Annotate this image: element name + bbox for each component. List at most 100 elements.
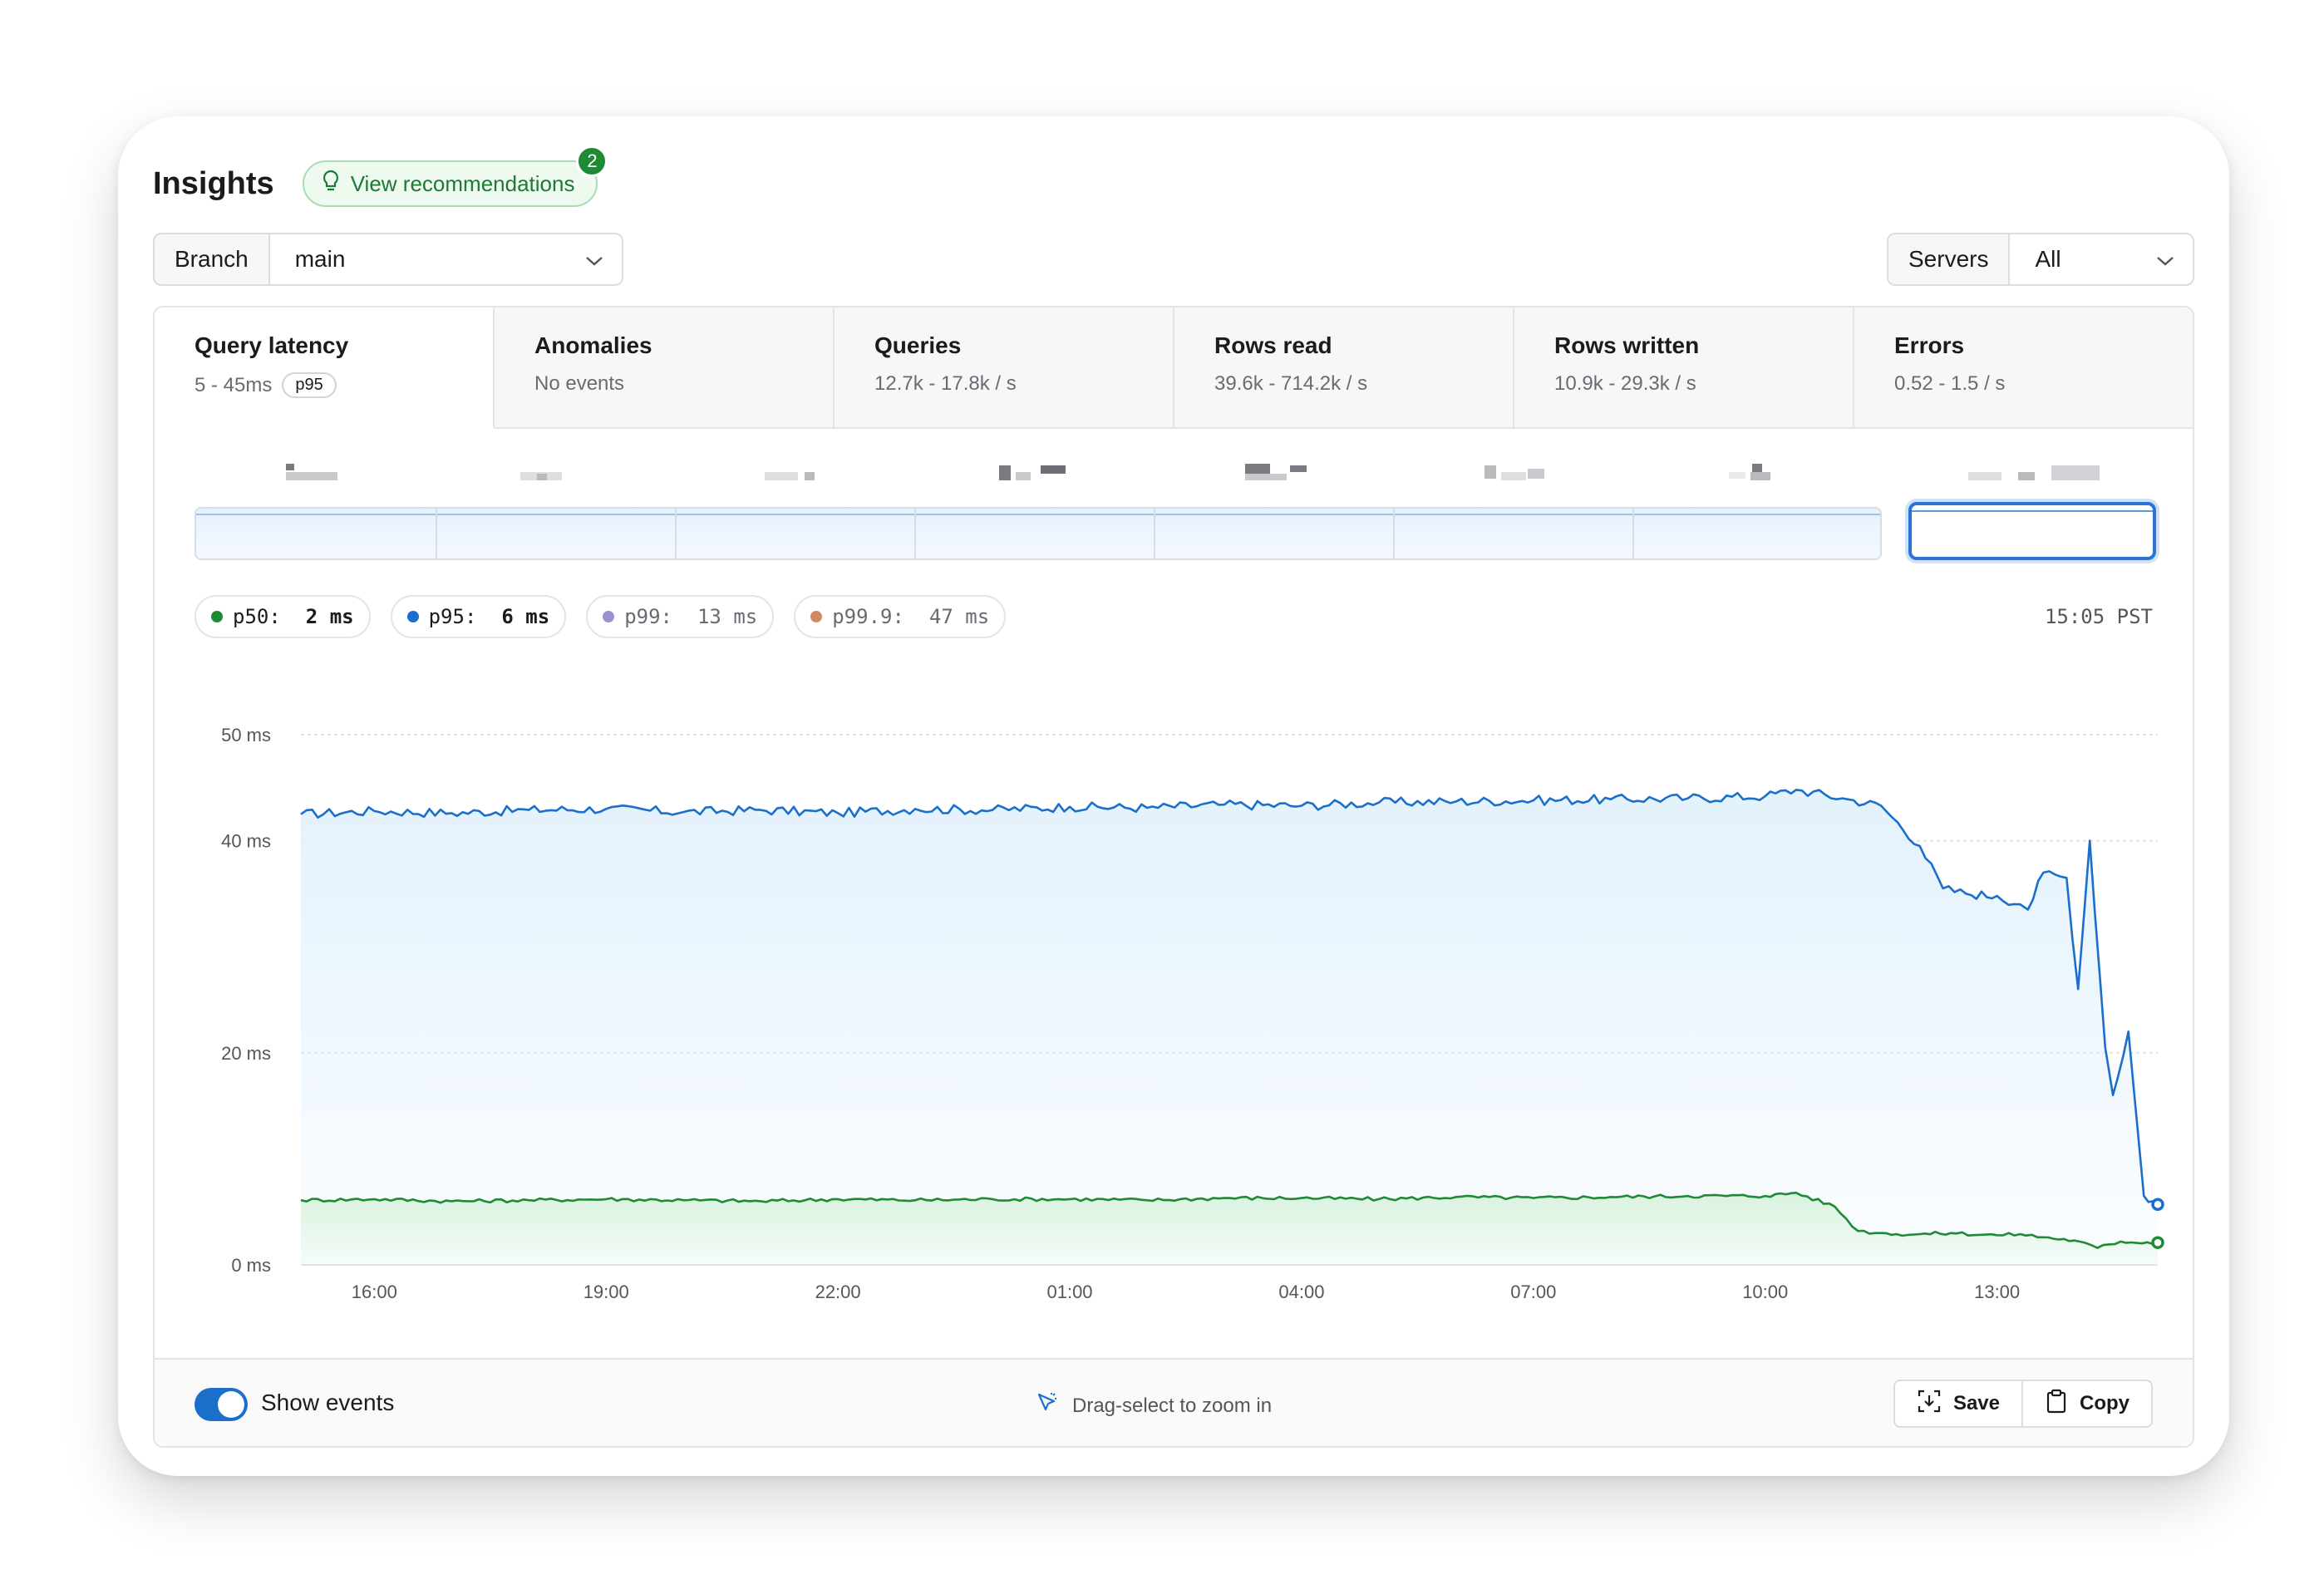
save-label: Save — [1952, 1392, 2000, 1414]
tab-subtitle: No events — [534, 372, 625, 395]
tab-errors[interactable]: Errors 0.52 - 1.5 / s — [1854, 307, 2193, 429]
series-line-p95 — [300, 789, 2159, 1206]
x-tick-label: 19:00 — [583, 1281, 629, 1302]
show-events-toggle[interactable] — [194, 1388, 248, 1421]
tab-anomalies[interactable]: Anomalies No events — [495, 307, 835, 429]
tab-subtitle: 5 - 45ms — [194, 373, 273, 396]
chevron-down-icon — [2156, 246, 2174, 273]
minimap-track[interactable] — [194, 507, 1882, 560]
minimap-label-blurred — [999, 464, 1069, 480]
tab-title: Rows read — [1214, 332, 1332, 358]
zoom-hint: Drag-select to zoom in — [1036, 1391, 1272, 1420]
y-tick-label: 0 ms — [231, 1255, 271, 1276]
minimap-divider — [1393, 509, 1395, 558]
tab-subtitle: 0.52 - 1.5 / s — [1894, 372, 2006, 395]
minimap-label-blurred — [1968, 464, 2101, 480]
tab-title: Anomalies — [534, 332, 652, 358]
x-tick-label: 16:00 — [352, 1281, 397, 1302]
current-time-readout: 15:05 PST — [2044, 605, 2153, 628]
save-button[interactable]: Save — [1895, 1381, 2021, 1426]
toggle-knob — [218, 1391, 244, 1418]
tab-query-latency[interactable]: Query latency 5 - 45ms p95 — [155, 307, 495, 429]
percentile-pill[interactable]: p95 — [282, 372, 337, 398]
minimap-divider — [436, 509, 437, 558]
x-tick-label: 04:00 — [1278, 1281, 1324, 1302]
metric-tabs: Query latency 5 - 45ms p95 Anomalies No … — [155, 307, 2193, 429]
tab-rows-read[interactable]: Rows read 39.6k - 714.2k / s — [1174, 307, 1514, 429]
save-image-icon — [1917, 1389, 1942, 1419]
chart-footer: Show events Drag-select to zoom in — [155, 1358, 2193, 1446]
x-tick-label: 07:00 — [1510, 1281, 1556, 1302]
series-line-p50 — [300, 1191, 2159, 1249]
minimap-label-blurred — [1729, 464, 1775, 480]
latency-chart[interactable]: 0 ms 20 ms 40 ms 50 ms 16:00 19:00 22:00 01:00 0… — [155, 307, 2194, 1448]
x-tick-label: 10:00 — [1742, 1281, 1788, 1302]
tab-rows-written[interactable]: Rows written 10.9k - 29.3k / s — [1514, 307, 1854, 429]
minimap-divider — [1154, 509, 1155, 558]
minimap-divider — [914, 509, 916, 558]
tab-title: Queries — [874, 332, 962, 358]
copy-button[interactable]: Copy — [2021, 1381, 2151, 1426]
legend-value: 13 ms — [697, 605, 758, 628]
series-endpoint-p95 — [2151, 1198, 2164, 1212]
cursor-select-icon — [1036, 1391, 1059, 1420]
servers-select-value-wrap[interactable]: All — [2010, 234, 2193, 284]
legend-dot — [406, 611, 419, 622]
tab-title: Rows written — [1554, 332, 1700, 358]
export-buttons: Save Copy — [1893, 1380, 2153, 1428]
legend-dot — [603, 611, 615, 622]
minimap-label-blurred — [286, 464, 339, 480]
x-tick-label: 01:00 — [1046, 1281, 1092, 1302]
legend-value: 2 ms — [305, 605, 354, 628]
legend-p50[interactable]: p50: 2 ms — [194, 595, 371, 638]
timeline-minimap[interactable] — [194, 457, 2158, 567]
legend-value: 6 ms — [501, 605, 550, 628]
minimap-series-line — [1912, 510, 2153, 512]
minimap-label-blurred — [520, 464, 564, 480]
view-recommendations-label: View recommendations — [350, 170, 575, 196]
legend-name: p95: — [428, 605, 477, 628]
legend-name: p99.9: — [832, 605, 904, 628]
tab-subtitle-wrap: 5 - 45ms p95 — [194, 372, 453, 398]
series-area-p50 — [301, 1193, 2158, 1265]
lightbulb-icon — [321, 170, 341, 199]
y-tick-label: 50 ms — [221, 725, 271, 745]
minimap-label-blurred — [1245, 464, 1308, 480]
page-title: Insights — [153, 165, 274, 201]
metrics-panel: Query latency 5 - 45ms p95 Anomalies No … — [153, 306, 2194, 1448]
show-events-label: Show events — [261, 1390, 395, 1415]
servers-select[interactable]: Servers All — [1887, 233, 2194, 286]
tab-queries[interactable]: Queries 12.7k - 17.8k / s — [835, 307, 1174, 429]
copy-label: Copy — [2080, 1392, 2130, 1414]
y-tick-label: 40 ms — [221, 831, 271, 852]
series-area-p95 — [301, 790, 2158, 1265]
legend-p99[interactable]: p99: 13 ms — [586, 595, 775, 638]
legend-value: 47 ms — [928, 605, 990, 628]
branch-select-value: main — [294, 246, 346, 272]
legend-name: p99: — [624, 605, 672, 628]
branch-select[interactable]: Branch main — [153, 233, 623, 286]
branch-select-label: Branch — [155, 234, 270, 284]
view-recommendations-button[interactable]: View recommendations 2 — [302, 145, 608, 207]
series-legend: p50: 2 ms p95: 6 ms p99: 13 ms p99.9: 47… — [194, 595, 1007, 638]
minimap-selection-handle[interactable] — [1908, 502, 2156, 560]
minimap-series-line — [196, 514, 1880, 515]
servers-select-label: Servers — [1888, 234, 2011, 284]
tab-subtitle: 39.6k - 714.2k / s — [1214, 372, 1368, 395]
header: Insights View recommendations 2 — [153, 145, 608, 221]
series-endpoint-p50 — [2151, 1236, 2164, 1249]
tab-subtitle: 12.7k - 17.8k / s — [874, 372, 1017, 395]
legend-dot — [810, 611, 823, 622]
tab-subtitle: 10.9k - 29.3k / s — [1554, 372, 1696, 395]
legend-p95[interactable]: p95: 6 ms — [390, 595, 567, 638]
branch-select-value-wrap[interactable]: main — [270, 234, 622, 284]
x-tick-label: 13:00 — [1974, 1281, 2020, 1302]
clipboard-icon — [2045, 1389, 2068, 1419]
y-tick-label: 20 ms — [221, 1043, 271, 1064]
zoom-hint-text: Drag-select to zoom in — [1072, 1394, 1273, 1417]
legend-p99-9[interactable]: p99.9: 47 ms — [794, 595, 1007, 638]
x-tick-label: 22:00 — [815, 1281, 861, 1302]
minimap-divider — [675, 509, 677, 558]
insights-card: Insights View recommendations 2 Branch m… — [118, 116, 2229, 1476]
legend-name: p50: — [233, 605, 281, 628]
